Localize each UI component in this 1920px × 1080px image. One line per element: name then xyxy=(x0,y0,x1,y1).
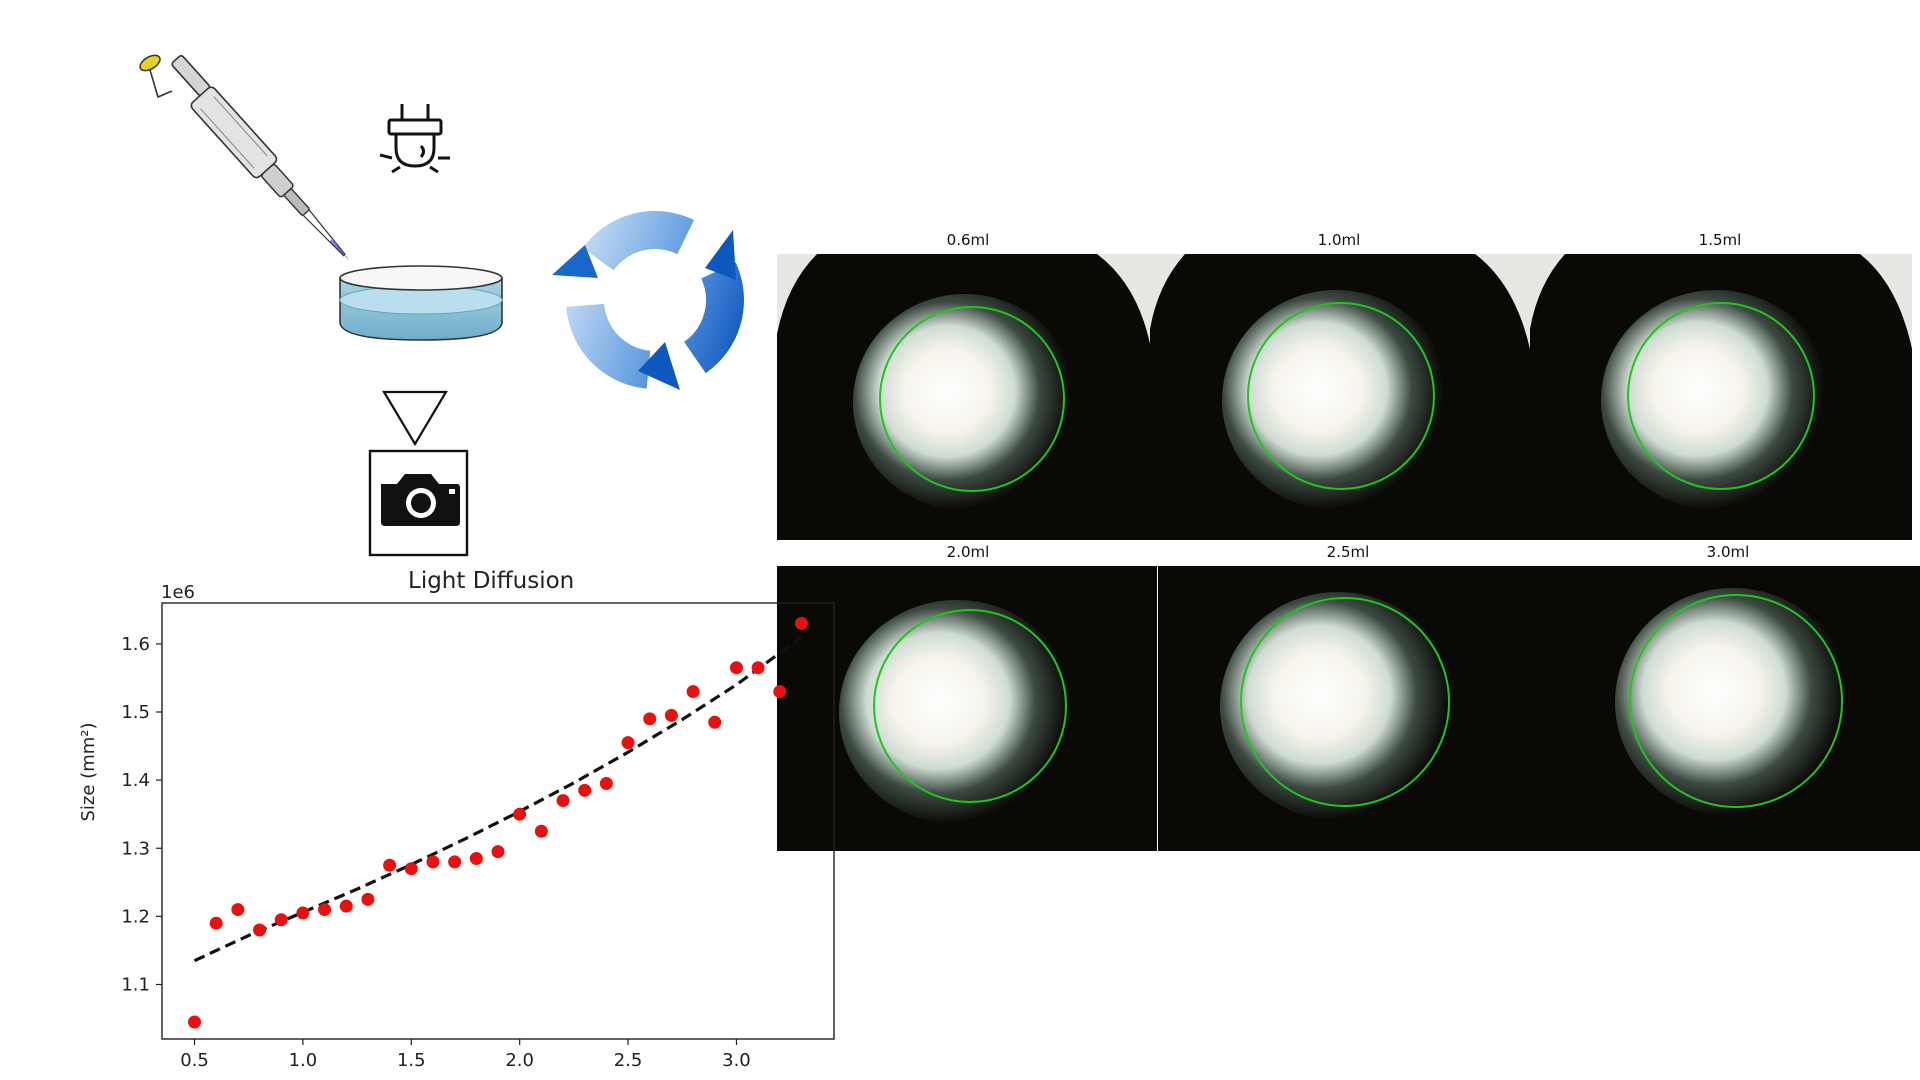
fit-curve xyxy=(193,635,803,963)
plug-light-icon xyxy=(379,104,450,174)
data-point xyxy=(469,851,483,865)
panel-label: 2.5ml xyxy=(1326,543,1370,561)
data-point xyxy=(404,862,418,876)
data-point xyxy=(708,715,722,729)
x-tick-label: 1.0 xyxy=(289,1050,318,1071)
camera-icon xyxy=(368,449,469,557)
y-tick-label: 1.2 xyxy=(121,906,150,927)
panel-label: 3.0ml xyxy=(1706,543,1750,561)
y-tick-label: 1.1 xyxy=(121,975,150,996)
microscope-image-panel xyxy=(1530,254,1912,540)
x-tick-label: 0.5 xyxy=(180,1050,209,1071)
image-grid: 0.6ml 1.0ml 1.5ml 2.0ml 2.5ml 3.0ml xyxy=(777,231,1920,851)
data-point xyxy=(643,712,657,726)
y-tick-label: 1.5 xyxy=(121,702,150,723)
y-axis-label: Size (mm²) xyxy=(78,723,99,822)
data-point xyxy=(729,661,743,675)
petri-dish-icon xyxy=(339,265,503,341)
microscope-image-panel xyxy=(777,566,1157,851)
x-tick-label: 2.0 xyxy=(505,1050,534,1071)
refresh-cycle-icon xyxy=(552,211,744,390)
data-point xyxy=(188,1015,202,1029)
panel-label: 1.0ml xyxy=(1317,231,1361,249)
data-point xyxy=(426,855,440,869)
microscope-image-panel xyxy=(1150,254,1530,540)
y-tick-label: 1.3 xyxy=(121,838,150,859)
data-point xyxy=(448,855,462,869)
y-tick-label: 1.6 xyxy=(121,634,150,655)
data-point xyxy=(621,736,635,750)
microscope-image-panel xyxy=(1158,566,1538,851)
data-point xyxy=(556,794,570,808)
workflow-diagram xyxy=(139,54,744,557)
data-point xyxy=(253,923,267,937)
data-point xyxy=(231,903,245,917)
data-point xyxy=(274,913,288,927)
panel-label: 2.0ml xyxy=(946,543,990,561)
data-point xyxy=(318,903,332,917)
y-tick-label: 1.4 xyxy=(121,770,150,791)
data-point xyxy=(383,858,397,872)
data-point xyxy=(773,685,787,699)
data-point xyxy=(491,845,505,859)
data-point xyxy=(578,783,592,797)
data-point xyxy=(339,899,353,913)
data-point xyxy=(599,777,613,791)
panel-label: 1.5ml xyxy=(1698,231,1742,249)
pipette-icon xyxy=(139,54,350,261)
data-point xyxy=(534,824,548,838)
y-offset-label: 1e6 xyxy=(161,582,195,603)
data-point xyxy=(686,685,700,699)
panel-label: 0.6ml xyxy=(946,231,990,249)
x-tick-label: 3.0 xyxy=(722,1050,751,1071)
data-point xyxy=(751,661,765,675)
data-point xyxy=(794,616,808,630)
chart-title: Light Diffusion xyxy=(408,568,575,594)
plot-frame xyxy=(161,602,835,1040)
microscope-image-panel xyxy=(1538,566,1920,851)
x-tick-label: 2.5 xyxy=(614,1050,643,1071)
data-point xyxy=(296,906,310,920)
microscope-image-panel xyxy=(777,254,1150,540)
data-point xyxy=(513,807,527,821)
data-point xyxy=(209,916,223,930)
light-diffusion-chart: 1e6 Size (mm²) 0.5 1.0 1.5 2.0 2.5 3.0 1.1 1.2 1… xyxy=(78,582,835,1071)
data-point xyxy=(664,708,678,722)
triangle-arrow-icon xyxy=(382,390,448,447)
x-tick-label: 1.5 xyxy=(397,1050,426,1071)
data-point xyxy=(361,892,375,906)
